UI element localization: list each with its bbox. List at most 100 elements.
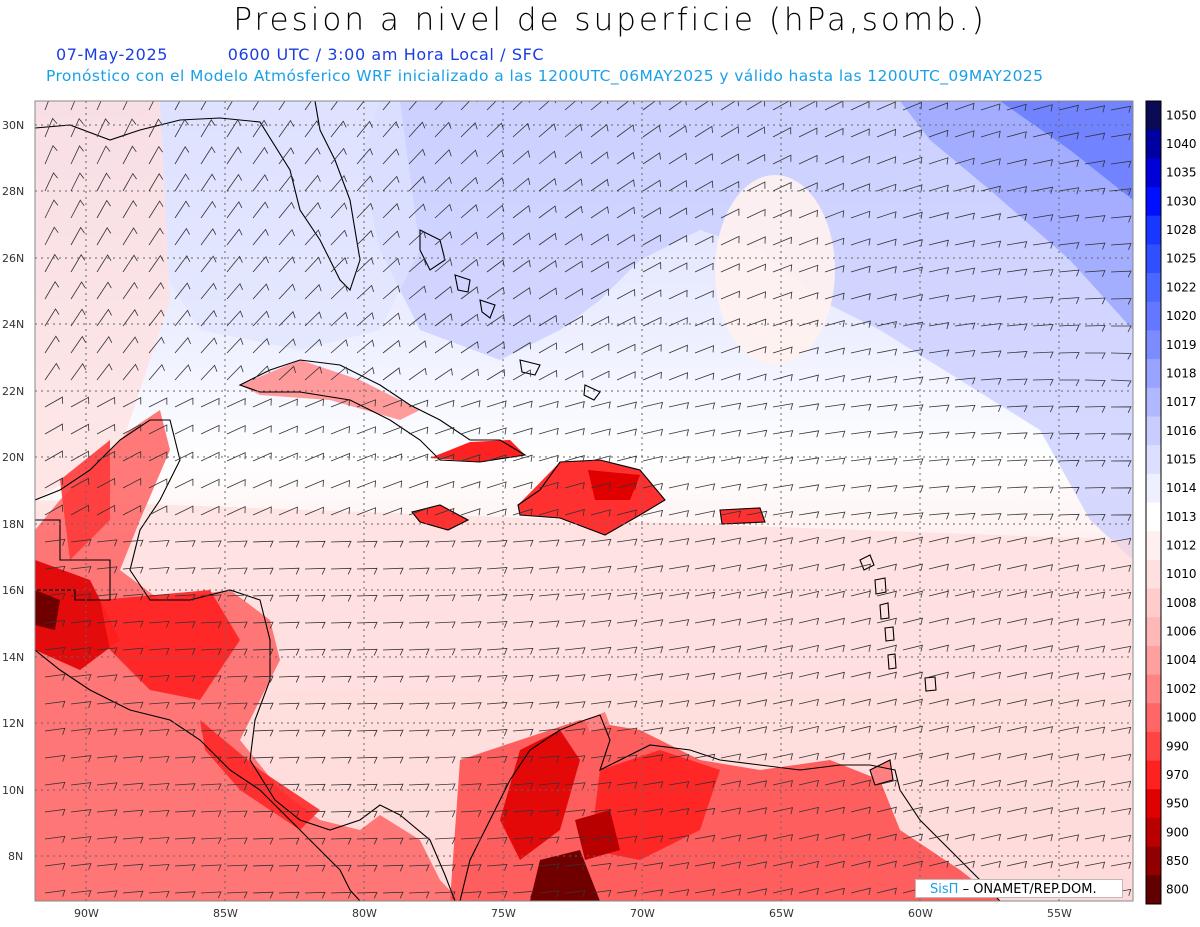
wind-barb: [746, 618, 768, 626]
wind-barb: [564, 566, 586, 574]
wind-barb: [70, 674, 92, 682]
wind-barb: [330, 339, 349, 354]
wind-barb: [902, 376, 924, 384]
wind-barb: [70, 477, 90, 489]
wind-barb: [616, 509, 637, 517]
wind-barb: [538, 150, 557, 165]
wind-barb: [928, 485, 950, 493]
wind-barb: [356, 567, 378, 575]
wind-barb: [902, 266, 923, 274]
colorbar-label: 950: [1166, 797, 1189, 811]
wind-barb: [460, 891, 482, 899]
wind-barb: [200, 424, 220, 435]
wind-barb: [772, 591, 794, 599]
wind-barb: [850, 833, 871, 841]
wind-barb: [538, 123, 557, 138]
wind-barb: [304, 594, 326, 602]
wind-barb: [824, 644, 845, 652]
wind-barb: [642, 619, 664, 627]
wind-barb: [460, 231, 479, 246]
wind-barb: [980, 806, 1002, 814]
wind-barb: [980, 590, 1002, 598]
wind-barb: [278, 311, 296, 327]
wind-barb: [564, 647, 586, 655]
wind-barb: [200, 540, 222, 548]
wind-barb: [1084, 861, 1106, 869]
wind-barb: [486, 891, 508, 898]
wind-barb: [486, 454, 507, 462]
colorbar-label: 850: [1166, 854, 1189, 868]
wind-barb: [382, 367, 401, 381]
wind-barb: [122, 674, 144, 682]
wind-barb: [720, 780, 742, 788]
wind-barb: [1032, 834, 1054, 842]
wind-barb: [96, 101, 102, 111]
wind-barb: [824, 779, 845, 787]
wind-barb: [278, 229, 295, 246]
wind-barb: [382, 648, 404, 656]
wind-barb: [356, 399, 377, 408]
wind-barb: [278, 621, 300, 629]
wind-barb: [720, 591, 742, 599]
wind-barb: [148, 336, 165, 354]
wind-barb: [616, 781, 638, 789]
wind-barb: [798, 154, 818, 165]
wind-barb: [460, 675, 482, 683]
wind-barb: [96, 890, 118, 898]
wind-barb: [980, 725, 1002, 733]
wind-barb: [278, 201, 295, 219]
wind-barb: [902, 101, 922, 111]
wind-barb: [278, 147, 295, 165]
wind-barb: [928, 563, 949, 571]
lat-label: 16N: [2, 584, 24, 597]
wind-barb: [1032, 537, 1054, 545]
wind-barb: [200, 282, 217, 300]
wind-barb: [70, 863, 92, 871]
colorbar-swatch: [1146, 617, 1161, 647]
wind-barb: [902, 860, 923, 868]
wind-barb: [1058, 459, 1080, 467]
wind-barb: [226, 146, 242, 165]
wind-barb: [616, 316, 636, 327]
wind-barb: [980, 779, 1002, 787]
wind-barb: [902, 752, 923, 760]
wind-barb: [174, 837, 196, 844]
wind-barb: [434, 837, 456, 845]
wind-barb: [668, 207, 688, 219]
wind-barb: [1032, 861, 1054, 869]
wind-barb: [1032, 432, 1054, 440]
wind-barb: [902, 458, 924, 466]
wind-barb: [928, 349, 950, 357]
wind-barb: [122, 254, 138, 273]
yucatan-highlands: [60, 440, 110, 560]
wind-barb: [200, 837, 222, 845]
wind-barb: [122, 200, 138, 219]
wind-barb: [538, 101, 556, 111]
lat-label: 28N: [2, 185, 24, 198]
wind-barb: [512, 539, 534, 547]
wind-barb: [148, 809, 170, 817]
wind-barb: [824, 563, 845, 571]
wind-barb: [330, 366, 349, 381]
wind-barb: [772, 537, 794, 545]
wind-barb: [798, 237, 819, 246]
wind-barb: [954, 185, 975, 193]
borders: [35, 519, 111, 601]
wind-barb: [512, 314, 531, 327]
wind-barb: [252, 891, 274, 899]
wind-barb: [486, 400, 507, 408]
wind-barb: [434, 203, 452, 219]
wind-barb: [382, 148, 400, 165]
wind-barb: [70, 308, 86, 327]
wind-barb: [486, 101, 504, 111]
wind-barb: [226, 228, 243, 246]
wind-barb: [1110, 105, 1132, 113]
wind-barb: [538, 647, 560, 655]
wind-barb: [512, 620, 534, 628]
wind-barb: [382, 203, 400, 219]
wind-barb: [954, 431, 976, 439]
wind-barb: [746, 537, 768, 545]
wind-barb: [720, 153, 740, 165]
forecast-date: 07-May-2025: [56, 45, 169, 64]
wind-barb: [226, 648, 248, 656]
